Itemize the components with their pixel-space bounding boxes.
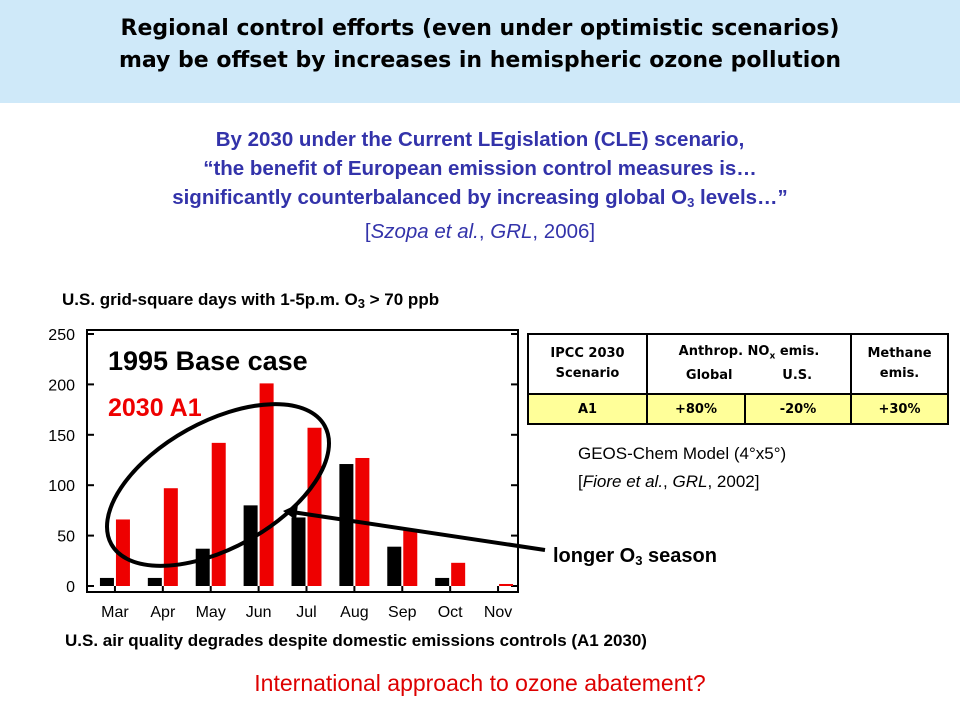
arrow-head xyxy=(283,504,298,520)
callout-label: longer O3 season xyxy=(553,545,717,568)
x-tick-label: Jun xyxy=(246,604,272,621)
model-citation: [Fiore et al., GRL, 2002] xyxy=(578,468,786,496)
y-tick-label: 200 xyxy=(48,377,75,394)
th-emis: emis. xyxy=(775,343,820,359)
scenario-table: IPCC 2030 Scenario Anthrop. NOx emis. Glob… xyxy=(527,333,949,425)
model-cite-bracket: [ xyxy=(578,472,583,491)
bar-2030-a1 xyxy=(211,442,226,586)
th-global: Global xyxy=(685,368,733,384)
quote-subscript: 3 xyxy=(687,195,695,210)
model-name: GEOS-Chem Model (4°x5°) xyxy=(578,444,787,463)
bar-2030-a1 xyxy=(163,488,178,586)
bar-base-case xyxy=(435,577,450,586)
season-ellipse xyxy=(105,402,331,568)
y-tick-label: 0 xyxy=(66,579,75,596)
quote-line-3-text: significantly counterbalanced by increas… xyxy=(172,186,688,209)
quote-line-3-end: levels…” xyxy=(694,186,788,209)
th-methane-emis: emis. xyxy=(879,366,920,381)
chart-title: U.S. grid-square days with 1-5p.m. O3 > … xyxy=(62,290,439,311)
x-tick-label: Apr xyxy=(150,604,176,621)
table-header-scenario: IPCC 2030 Scenario xyxy=(527,333,648,395)
x-tick-label: Oct xyxy=(438,604,463,621)
bar-base-case xyxy=(195,548,210,586)
bar-2030-a1 xyxy=(403,529,418,586)
chart-title-subscript: 3 xyxy=(357,296,365,311)
cite-journal: GRL xyxy=(490,220,533,243)
bar-2030-a1 xyxy=(259,383,274,586)
callout-end: season xyxy=(642,545,717,567)
bar-base-case xyxy=(99,577,114,586)
y-tick-label: 100 xyxy=(48,478,75,495)
chart-title-end: > 70 ppb xyxy=(364,290,440,309)
th-scenario: Scenario xyxy=(555,366,620,381)
y-tick-label: 250 xyxy=(48,327,75,344)
header-banner: Regional control efforts (even under opt… xyxy=(0,0,960,103)
table-header-row: IPCC 2030 Scenario Anthrop. NOx emis. Glob… xyxy=(527,333,949,395)
model-note: GEOS-Chem Model (4°x5°) [Fiore et al., G… xyxy=(578,440,786,496)
cell-methane: +30% xyxy=(850,393,949,425)
model-cite-journal: GRL xyxy=(672,472,708,491)
x-tick-label: May xyxy=(196,604,226,621)
bar-base-case xyxy=(291,517,306,586)
x-axis: Mar Apr May Jun Jul Aug Sep Oct Nov xyxy=(101,586,512,621)
th-nox: Anthrop. NO xyxy=(678,343,770,359)
model-cite-authors: Fiore et al. xyxy=(582,472,664,491)
degrades-caption: U.S. air quality degrades despite domest… xyxy=(65,631,647,650)
legend-base-case: 1995 Base case xyxy=(108,346,308,376)
th-us: U.S. xyxy=(782,368,813,384)
cite-bracket: [ xyxy=(364,220,371,243)
th-ipcc: IPCC 2030 xyxy=(550,346,625,361)
cell-scenario: A1 xyxy=(527,393,648,425)
x-tick-label: Aug xyxy=(340,604,368,621)
table-header-methane: Methane emis. xyxy=(850,333,949,395)
th-nox-sub: x xyxy=(769,351,776,362)
international-question: International approach to ozone abatemen… xyxy=(254,670,706,696)
callout-subscript: 3 xyxy=(635,553,643,568)
model-cite-sep: , xyxy=(663,472,673,491)
bar-base-case xyxy=(339,464,354,586)
quote-block: By 2030 under the Current LEgislation (C… xyxy=(0,125,960,246)
cell-us: -20% xyxy=(744,393,852,425)
bar-base-case xyxy=(387,546,402,586)
chart-title-text: U.S. grid-square days with 1-5p.m. O xyxy=(62,290,358,309)
callout-text: longer O xyxy=(553,545,636,567)
model-cite-year: , 2002] xyxy=(707,472,760,491)
bar-2030-a1 xyxy=(499,583,514,586)
th-methane: Methane xyxy=(867,346,932,361)
cite-year: , 2006] xyxy=(532,220,596,243)
y-tick-label: 50 xyxy=(57,529,75,546)
banner-line-2: may be offset by increases in hemispheri… xyxy=(118,48,842,73)
quote-line-1: By 2030 under the Current LEgislation (C… xyxy=(215,128,745,151)
y-axis: 0 50 100 150 200 250 xyxy=(48,327,518,596)
bar-base-case xyxy=(243,505,258,586)
cite-sep: , xyxy=(478,220,491,243)
banner-line-1: Regional control efforts (even under opt… xyxy=(120,16,840,41)
bar-2030-a1 xyxy=(115,519,130,586)
cite-authors: Szopa et al. xyxy=(370,220,479,243)
table-header-nox: Anthrop. NOx emis. Global U.S. xyxy=(646,333,852,395)
x-tick-label: Sep xyxy=(388,604,417,621)
bar-2030-a1 xyxy=(451,562,466,586)
plot-frame xyxy=(86,329,519,593)
table-row: A1 +80% -20% +30% xyxy=(527,393,949,425)
bar-base-case xyxy=(147,577,162,586)
x-tick-label: Jul xyxy=(296,604,316,621)
quote-line-2: “the benefit of European emission contro… xyxy=(203,157,757,180)
bars xyxy=(99,383,514,586)
x-tick-label: Nov xyxy=(484,604,512,621)
quote-citation: [Szopa et al., GRL, 2006] xyxy=(0,217,960,246)
legend-2030-a1: 2030 A1 xyxy=(108,394,202,422)
y-tick-label: 150 xyxy=(48,428,75,445)
callout-arrow xyxy=(291,510,546,552)
quote-line-3: significantly counterbalanced by increas… xyxy=(0,183,960,217)
cell-global: +80% xyxy=(646,393,746,425)
x-tick-label: Mar xyxy=(101,604,129,621)
bar-2030-a1 xyxy=(307,427,322,586)
